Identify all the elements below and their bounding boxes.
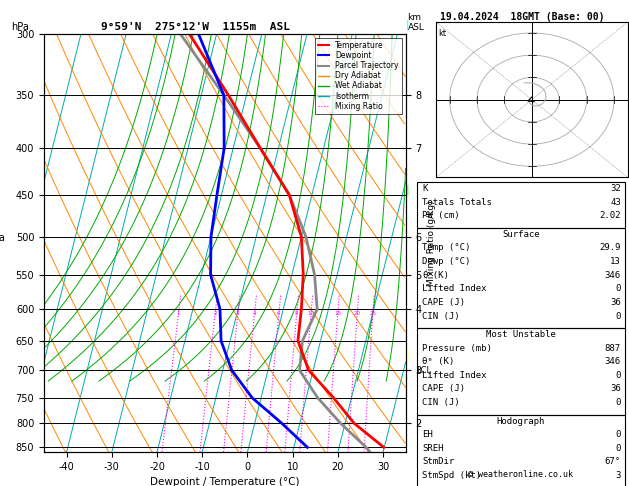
Text: 0: 0	[615, 444, 621, 453]
Text: 0: 0	[615, 398, 621, 407]
Text: 29.9: 29.9	[599, 243, 621, 253]
Text: CIN (J): CIN (J)	[422, 398, 460, 407]
Text: Pressure (mb): Pressure (mb)	[422, 344, 492, 353]
Text: CIN (J): CIN (J)	[422, 312, 460, 321]
Text: 25: 25	[369, 311, 376, 316]
Text: Surface: Surface	[502, 230, 540, 239]
Text: 13: 13	[610, 257, 621, 266]
Text: CAPE (J): CAPE (J)	[422, 384, 465, 394]
Text: θᵉ(K): θᵉ(K)	[422, 271, 449, 280]
Text: © weatheronline.co.uk: © weatheronline.co.uk	[469, 469, 573, 479]
Text: 346: 346	[604, 271, 621, 280]
Text: 15: 15	[334, 311, 341, 316]
Text: 6: 6	[277, 311, 281, 316]
Y-axis label: hPa: hPa	[0, 233, 5, 243]
Text: |: |	[406, 350, 409, 361]
Text: SREH: SREH	[422, 444, 443, 453]
Text: 36: 36	[610, 384, 621, 394]
Text: StmDir: StmDir	[422, 457, 454, 467]
Text: PW (cm): PW (cm)	[422, 211, 460, 221]
Text: 32: 32	[610, 184, 621, 193]
Text: 346: 346	[604, 357, 621, 366]
Text: km
ASL: km ASL	[408, 13, 425, 32]
Text: 3: 3	[615, 471, 621, 480]
Y-axis label: Mixing Ratio (g/kg): Mixing Ratio (g/kg)	[427, 200, 437, 286]
Text: 43: 43	[610, 198, 621, 207]
Text: kt: kt	[438, 29, 447, 37]
Text: θᵉ (K): θᵉ (K)	[422, 357, 454, 366]
Text: Dewp (°C): Dewp (°C)	[422, 257, 470, 266]
Text: LCL: LCL	[416, 366, 431, 375]
X-axis label: Dewpoint / Temperature (°C): Dewpoint / Temperature (°C)	[150, 477, 299, 486]
Text: 19.04.2024  18GMT (Base: 00): 19.04.2024 18GMT (Base: 00)	[440, 12, 604, 22]
Text: 1: 1	[177, 311, 180, 316]
Text: Hodograph: Hodograph	[497, 417, 545, 426]
Text: 0: 0	[615, 371, 621, 380]
Text: 887: 887	[604, 344, 621, 353]
Text: 0: 0	[615, 312, 621, 321]
Text: CAPE (J): CAPE (J)	[422, 298, 465, 307]
Text: 10: 10	[308, 311, 314, 316]
Text: |: |	[406, 19, 409, 30]
Text: Most Unstable: Most Unstable	[486, 330, 556, 339]
Text: 0: 0	[615, 430, 621, 439]
Text: 8: 8	[295, 311, 298, 316]
Text: Temp (°C): Temp (°C)	[422, 243, 470, 253]
Text: EH: EH	[422, 430, 433, 439]
Text: 0: 0	[615, 284, 621, 294]
Text: hPa: hPa	[11, 22, 30, 32]
Text: 3: 3	[236, 311, 240, 316]
Text: 2: 2	[213, 311, 216, 316]
Text: 20: 20	[353, 311, 360, 316]
Text: 2.02: 2.02	[599, 211, 621, 221]
Text: Lifted Index: Lifted Index	[422, 371, 487, 380]
Text: |: |	[406, 185, 409, 195]
Text: 36: 36	[610, 298, 621, 307]
Text: Lifted Index: Lifted Index	[422, 284, 487, 294]
Title: 9°59'N  275°12'W  1155m  ASL: 9°59'N 275°12'W 1155m ASL	[101, 22, 291, 32]
Legend: Temperature, Dewpoint, Parcel Trajectory, Dry Adiabat, Wet Adiabat, Isotherm, Mi: Temperature, Dewpoint, Parcel Trajectory…	[314, 38, 402, 114]
Text: Totals Totals: Totals Totals	[422, 198, 492, 207]
Text: K: K	[422, 184, 428, 193]
Text: 4: 4	[253, 311, 256, 316]
Text: 67°: 67°	[604, 457, 621, 467]
Text: StmSpd (kt): StmSpd (kt)	[422, 471, 481, 480]
